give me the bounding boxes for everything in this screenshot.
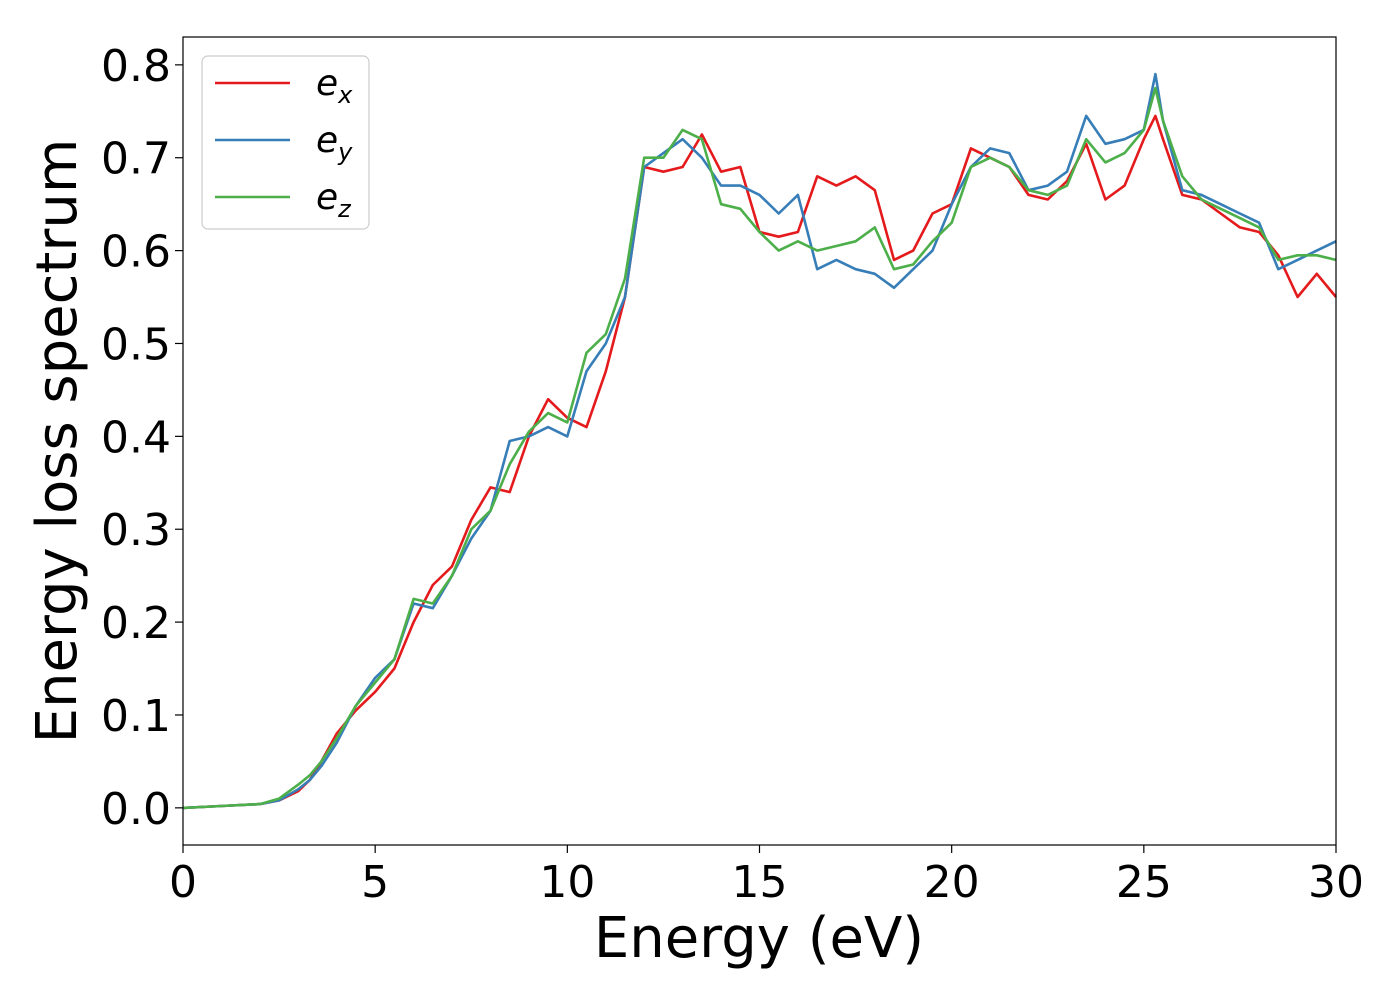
legend-label-z: ez bbox=[316, 177, 352, 223]
x-axis-title: Energy (eV) bbox=[594, 906, 924, 971]
y-axis-title: Energy loss spectrum bbox=[25, 139, 90, 744]
legend: ex ey ez bbox=[201, 55, 370, 230]
x-tick-label: 15 bbox=[732, 857, 788, 908]
series-lines bbox=[182, 72, 1338, 810]
x-tick-label: 20 bbox=[924, 857, 980, 908]
y-tick-label: 0.6 bbox=[101, 227, 171, 278]
y-tick-label: 0.1 bbox=[101, 691, 171, 742]
y-tick-label: 0.7 bbox=[101, 134, 171, 185]
x-axis-ticks: 0 5 10 15 20 25 30 bbox=[169, 845, 1364, 908]
y-axis-ticks: 0.0 0.1 0.2 0.3 0.4 0.5 0.6 0.7 0.8 bbox=[101, 41, 183, 835]
series-line-z bbox=[182, 86, 1337, 810]
legend-label-x: ex bbox=[316, 63, 353, 109]
x-tick-label: 25 bbox=[1116, 857, 1172, 908]
x-tick-label: 30 bbox=[1308, 857, 1364, 908]
y-tick-label: 0.8 bbox=[101, 41, 171, 92]
y-tick-label: 0.5 bbox=[101, 319, 171, 370]
legend-label-y: ey bbox=[316, 120, 353, 166]
x-tick-label: 10 bbox=[539, 857, 595, 908]
x-tick-label: 5 bbox=[361, 857, 389, 908]
legend-box bbox=[201, 55, 370, 230]
x-tick-label: 0 bbox=[169, 857, 197, 908]
y-tick-label: 0.0 bbox=[101, 784, 171, 835]
y-tick-label: 0.4 bbox=[101, 412, 171, 463]
y-tick-label: 0.2 bbox=[101, 598, 171, 649]
y-tick-label: 0.3 bbox=[101, 505, 171, 556]
series-line-x bbox=[182, 114, 1338, 810]
